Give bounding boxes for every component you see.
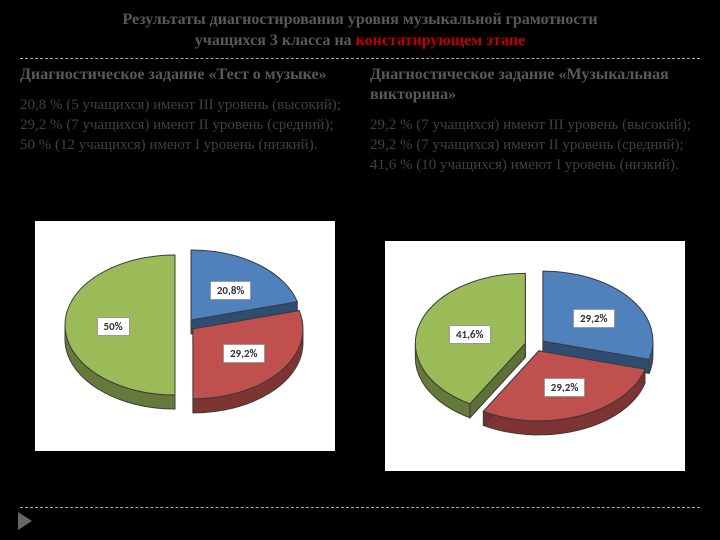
- pie-slice-label: 50%: [97, 317, 130, 336]
- pie-slice-label: 29,2%: [223, 344, 265, 363]
- pie-slice-label: 20,8%: [210, 281, 252, 300]
- divider-bottom: [20, 507, 700, 508]
- pie-slice-label: 29,2%: [544, 378, 586, 397]
- right-heading: Диагностическое задание «Музыкальная вик…: [370, 65, 700, 105]
- left-pie-chart: 20,8% 29,2% 50%: [35, 221, 335, 451]
- pie-slice-label: 29,2%: [573, 309, 615, 328]
- right-column: Диагностическое задание «Музыкальная вик…: [370, 61, 700, 471]
- corner-marker-icon: [18, 512, 32, 530]
- right-body: 29,2 % (7 учащихся) имеют III уровень (в…: [370, 115, 700, 235]
- title-line2: учащихся 3 класса на констатирующем этап…: [30, 31, 690, 52]
- slide-title: Результаты диагностирования уровня музык…: [0, 0, 720, 56]
- title-line2-highlight: констатирующем этапе: [356, 32, 526, 49]
- left-column: Диагностическое задание «Тест о музыке» …: [20, 61, 350, 471]
- pie-slice-label: 41,6%: [449, 325, 491, 344]
- right-pie-chart: 29,2% 29,2% 41,6%: [385, 241, 685, 471]
- title-line2-plain: учащихся 3 класса на: [195, 32, 356, 49]
- title-line1: Результаты диагностирования уровня музык…: [30, 10, 690, 31]
- left-heading: Диагностическое задание «Тест о музыке»: [20, 65, 350, 85]
- divider-top: [20, 58, 700, 59]
- columns: Диагностическое задание «Тест о музыке» …: [0, 61, 720, 471]
- left-body: 20,8 % (5 учащихся) имеют III уровень (в…: [20, 95, 350, 215]
